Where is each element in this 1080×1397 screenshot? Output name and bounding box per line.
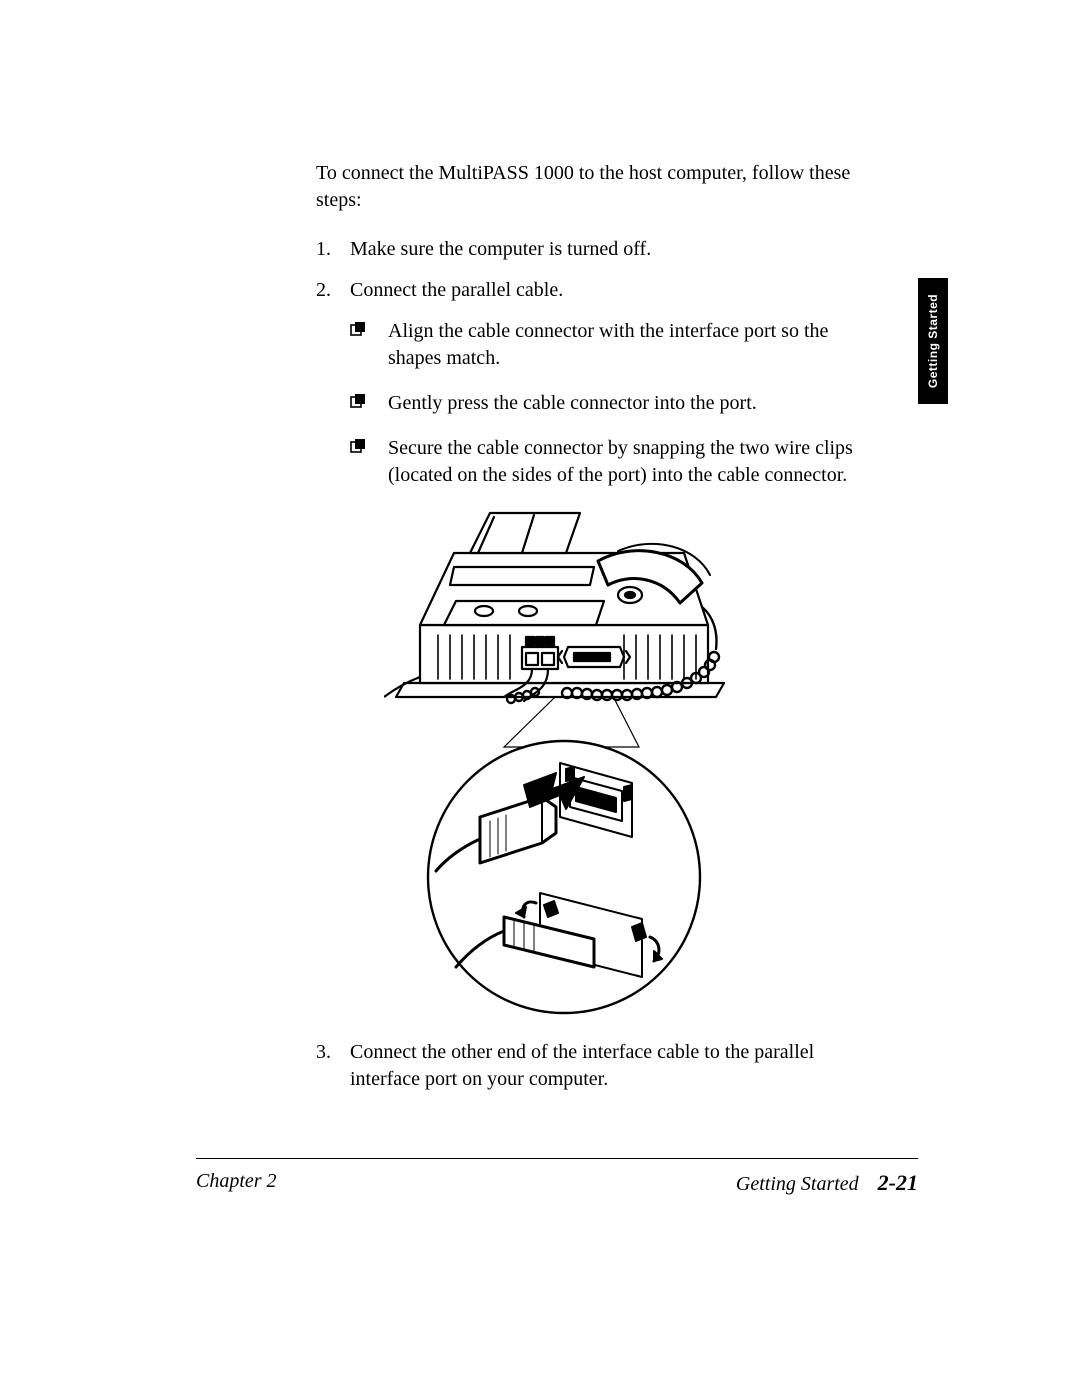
checklist-icon: [350, 438, 367, 453]
steps-list: Make sure the computer is turned off. Co…: [316, 236, 871, 1093]
substep-text: Gently press the cable connector into th…: [388, 392, 757, 414]
step-3: Connect the other end of the interface c…: [316, 1039, 871, 1093]
checklist-icon: [350, 393, 367, 408]
page-footer: Chapter 2 Getting Started 2-21: [196, 1170, 918, 1200]
content-column: To connect the MultiPASS 1000 to the hos…: [316, 140, 871, 1107]
connector-illustration: [384, 507, 744, 1017]
substep-c: Secure the cable connector by snapping t…: [350, 435, 871, 489]
substep-a: Align the cable connector with the inter…: [350, 318, 871, 372]
substep-text: Secure the cable connector by snapping t…: [388, 437, 853, 486]
checklist-icon: [350, 321, 367, 336]
footer-rule: [196, 1158, 918, 1159]
footer-chapter: Chapter 2: [196, 1170, 277, 1192]
footer-section: Getting Started: [736, 1173, 859, 1195]
step-text: Make sure the computer is turned off.: [350, 238, 651, 260]
section-tab: Getting Started: [918, 278, 948, 404]
substep-b: Gently press the cable connector into th…: [350, 390, 871, 417]
footer-page-number: 2-21: [878, 1170, 918, 1195]
section-tab-label: Getting Started: [926, 294, 940, 388]
step-2-sublist: Align the cable connector with the inter…: [350, 318, 871, 489]
substep-text: Align the cable connector with the inter…: [388, 320, 828, 369]
footer-right: Getting Started 2-21: [736, 1170, 918, 1196]
step-text: Connect the other end of the interface c…: [350, 1041, 814, 1090]
step-1: Make sure the computer is turned off.: [316, 236, 871, 263]
step-2: Connect the parallel cable. Align the ca…: [316, 277, 871, 1017]
step-text: Connect the parallel cable.: [350, 279, 563, 301]
intro-paragraph: To connect the MultiPASS 1000 to the hos…: [316, 160, 871, 214]
manual-page: To connect the MultiPASS 1000 to the hos…: [0, 0, 1080, 1397]
